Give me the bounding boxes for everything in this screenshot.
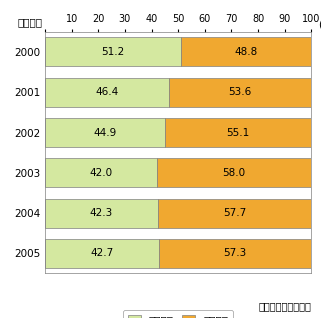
Text: (%): (%): [318, 19, 321, 29]
Legend: 固定通信, 移動通信: 固定通信, 移動通信: [123, 310, 233, 318]
Text: 58.0: 58.0: [222, 168, 246, 178]
Text: 42.0: 42.0: [89, 168, 112, 178]
Text: 55.1: 55.1: [226, 128, 250, 137]
Text: 57.3: 57.3: [223, 248, 247, 258]
Bar: [165, 118, 311, 147]
Text: 46.4: 46.4: [95, 87, 118, 97]
Text: 53.6: 53.6: [228, 87, 252, 97]
Bar: [45, 118, 165, 147]
Text: 42.3: 42.3: [90, 208, 113, 218]
Bar: [45, 38, 181, 66]
Bar: [158, 198, 311, 228]
Bar: [45, 78, 169, 107]
Bar: [181, 38, 311, 66]
Bar: [169, 78, 311, 107]
Text: 48.8: 48.8: [235, 47, 258, 57]
Text: （年度）: （年度）: [17, 17, 42, 27]
Bar: [45, 239, 159, 268]
Bar: [159, 239, 311, 268]
Text: 各社資料により作成: 各社資料により作成: [258, 302, 311, 312]
Text: 51.2: 51.2: [101, 47, 125, 57]
Text: 42.7: 42.7: [90, 248, 113, 258]
Text: 57.7: 57.7: [223, 208, 246, 218]
Bar: [45, 158, 157, 187]
Text: 44.9: 44.9: [93, 128, 117, 137]
Bar: [45, 198, 158, 228]
Bar: [157, 158, 311, 187]
